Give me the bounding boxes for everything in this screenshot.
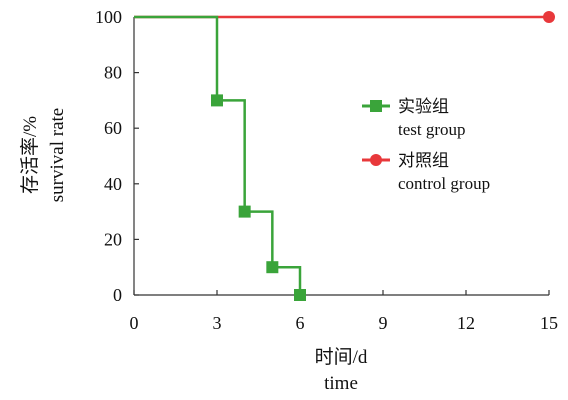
legend-label-test-zh: 实验组 <box>398 97 449 116</box>
x-tick-label: 12 <box>457 313 475 333</box>
x-tick-label: 6 <box>296 313 305 333</box>
y-tick-label: 20 <box>104 229 122 249</box>
y-tick-label: 0 <box>113 285 122 305</box>
y-tick-label: 60 <box>104 118 122 138</box>
x-ticks: 0 3 6 9 12 15 <box>130 290 558 333</box>
data-point-control-group <box>543 11 555 23</box>
legend: 实验组 test group 对照组 control group <box>362 97 490 193</box>
x-tick-label: 3 <box>213 313 222 333</box>
x-axis-title-english: time <box>324 373 358 394</box>
data-point-test-group <box>294 289 306 301</box>
legend-entry-test-group: 实验组 test group <box>362 97 466 139</box>
data-point-test-group <box>211 94 223 107</box>
y-axis-title-chinese: 存活率/% <box>19 116 41 194</box>
axes: 0 20 40 60 80 100 0 3 6 9 12 15 <box>95 7 558 333</box>
legend-label-control-en: control group <box>398 174 490 193</box>
data-point-test-group <box>238 205 251 218</box>
x-tick-label: 0 <box>130 313 139 333</box>
legend-entry-control-group: 对照组 control group <box>362 151 490 193</box>
data-point-test-group <box>266 261 279 274</box>
legend-swatch-marker-test <box>370 100 382 112</box>
legend-swatch-marker-control <box>370 154 382 166</box>
y-axis-title-english: survival rate <box>47 108 68 202</box>
x-tick-label: 9 <box>379 313 388 333</box>
legend-label-test-en: test group <box>398 120 466 139</box>
y-tick-label: 40 <box>104 174 122 194</box>
y-tick-label: 80 <box>104 63 122 83</box>
y-ticks: 0 20 40 60 80 100 <box>95 7 139 305</box>
x-tick-label: 15 <box>540 313 558 333</box>
y-tick-label: 100 <box>95 7 122 27</box>
legend-label-control-zh: 对照组 <box>398 151 449 170</box>
x-axis-title-chinese: 时间/d <box>315 346 368 368</box>
series-layer <box>134 11 555 301</box>
series-line-test-group <box>134 15 302 295</box>
